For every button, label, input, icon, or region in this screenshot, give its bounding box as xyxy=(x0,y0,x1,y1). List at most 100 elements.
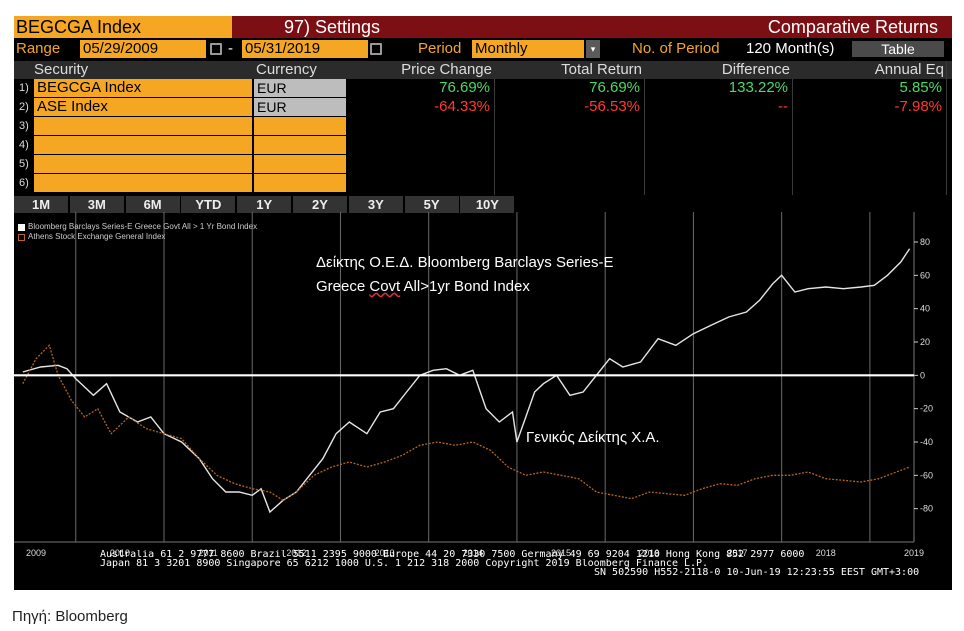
price-change-cell xyxy=(354,136,494,154)
currency-cell[interactable]: EUR xyxy=(254,98,346,116)
x-tick-label: 2018 xyxy=(816,548,836,558)
row-number: 6) xyxy=(19,177,29,189)
difference-cell xyxy=(646,117,792,135)
y-tick-label: 20 xyxy=(920,337,930,347)
total-return-cell xyxy=(496,117,644,135)
period-button-1y[interactable]: 1Y xyxy=(237,196,292,213)
period-button-10y[interactable]: 10Y xyxy=(460,196,515,213)
footer-serial-line: SN 502590 H552-2118-0 10-Jun-19 12:23:55… xyxy=(594,568,920,578)
annotation-text: Greece xyxy=(316,278,370,295)
calendar-icon[interactable] xyxy=(210,43,222,55)
x-tick-label: 2016 xyxy=(639,548,659,558)
function-title: Comparative Returns xyxy=(432,16,952,38)
chevron-down-icon[interactable]: ▾ xyxy=(586,40,600,58)
period-button-5y[interactable]: 5Y xyxy=(404,196,459,213)
total-return-cell: -56.53% xyxy=(584,98,640,115)
price-change-cell xyxy=(354,155,494,173)
start-date-input[interactable]: 05/29/2009 xyxy=(80,40,206,58)
x-tick-label: 2010 xyxy=(110,548,130,558)
ase-index-annotation: Γενικός Δείκτης Χ.Α. xyxy=(526,429,660,446)
bond-index-series-line xyxy=(22,248,911,514)
currency-cell[interactable] xyxy=(254,117,346,135)
y-tick-label: -40 xyxy=(920,437,933,447)
x-tick-label: 2013 xyxy=(375,548,395,558)
row-number: 3) xyxy=(19,120,29,132)
ase-index-series-line xyxy=(22,344,910,502)
security-ticker-field[interactable]: BEGCGA Index xyxy=(14,16,232,38)
price-change-cell: 76.69% xyxy=(439,79,490,96)
annual-eq-cell xyxy=(794,136,946,154)
period-label: Period xyxy=(418,40,462,57)
currency-cell[interactable]: EUR xyxy=(254,79,346,97)
y-tick-label: 80 xyxy=(920,237,930,247)
source-caption: Πηγή: Bloomberg xyxy=(12,608,128,625)
settings-button[interactable]: 97) Settings xyxy=(232,16,432,38)
column-header-annual-eq: Annual Eq xyxy=(874,61,944,78)
x-tick-label: 2015 xyxy=(551,548,571,558)
security-input[interactable] xyxy=(34,174,252,192)
column-header-difference: Difference xyxy=(721,61,790,78)
x-tick-label: 2017 xyxy=(728,548,748,558)
total-return-cell xyxy=(496,155,644,173)
difference-cell: 133.22% xyxy=(728,79,788,96)
period-button-3y[interactable]: 3Y xyxy=(348,196,403,213)
period-button-ytd[interactable]: YTD xyxy=(181,196,236,213)
difference-cell xyxy=(646,136,792,154)
security-input[interactable]: ASE Index xyxy=(34,98,252,116)
period-button-6m[interactable]: 6M xyxy=(125,196,180,213)
end-date-input[interactable]: 05/31/2019 xyxy=(242,40,368,58)
x-tick-label: 2011 xyxy=(198,548,217,558)
range-label: Range xyxy=(16,40,61,57)
y-tick-label: 40 xyxy=(920,304,930,314)
security-input[interactable]: BEGCGA Index xyxy=(34,79,252,97)
legend-swatch-bond xyxy=(18,224,25,231)
column-divider xyxy=(494,79,495,195)
row-number: 4) xyxy=(19,139,29,151)
currency-cell[interactable] xyxy=(254,174,346,192)
security-input[interactable] xyxy=(34,136,252,154)
currency-cell[interactable] xyxy=(254,155,346,173)
bond-index-annotation-line2: Greece Covt All>1yr Bond Index xyxy=(316,274,646,300)
x-tick-label: 2009 xyxy=(26,548,46,558)
period-button-2y[interactable]: 2Y xyxy=(293,196,347,213)
price-change-cell: -64.33% xyxy=(434,98,490,115)
difference-cell xyxy=(646,155,792,173)
y-tick-label: -20 xyxy=(920,404,933,414)
security-input[interactable] xyxy=(34,117,252,135)
legend-label-bond: Bloomberg Barclays Series-E Greece Govt … xyxy=(28,222,258,231)
no-of-period-value[interactable]: 120 Month(s) xyxy=(746,40,835,57)
bond-index-annotation: Δείκτης Ο.Ε.Δ. Bloomberg Barclays Series… xyxy=(316,254,614,271)
period-button-1m[interactable]: 1M xyxy=(14,196,68,213)
annual-eq-cell: 5.85% xyxy=(899,79,942,96)
row-number: 5) xyxy=(19,158,29,170)
column-divider xyxy=(946,61,947,195)
table-view-button[interactable]: Table xyxy=(852,41,944,57)
y-tick-label: -60 xyxy=(920,470,933,480)
period-select[interactable]: Monthly xyxy=(472,40,584,58)
comparative-returns-chart: 2009 2010 2011 2012 2013 2014 2015 2016 2017 2018… xyxy=(14,212,933,558)
column-header-total-return: Total Return xyxy=(561,61,642,78)
period-button-3m[interactable]: 3M xyxy=(69,196,124,213)
bloomberg-terminal: BEGCGA Index 97) Settings Comparative Re… xyxy=(14,16,952,590)
currency-cell[interactable] xyxy=(254,136,346,154)
x-tick-label: 2012 xyxy=(286,548,306,558)
column-divider xyxy=(792,79,793,195)
x-tick-label: 2014 xyxy=(463,548,483,558)
y-tick-label: 0 xyxy=(920,370,925,380)
y-tick-label: -80 xyxy=(920,504,933,514)
annual-eq-cell: -7.98% xyxy=(894,98,942,115)
x-tick-label: 2019 xyxy=(904,548,924,558)
total-return-cell xyxy=(496,136,644,154)
calendar-icon[interactable] xyxy=(370,43,382,55)
row-number: 1) xyxy=(19,82,29,94)
table-header xyxy=(14,61,952,79)
legend-label-ase: Athens Stock Exchange General Index xyxy=(28,232,166,241)
annual-eq-cell xyxy=(794,117,946,135)
annual-eq-cell xyxy=(794,174,946,192)
difference-cell: -- xyxy=(778,98,788,115)
footer-contact-line1: Australia 61 2 9777 8600 Brazil 5511 239… xyxy=(100,550,805,560)
annotation-misspelled-word: Covt xyxy=(369,278,401,295)
security-input[interactable] xyxy=(34,155,252,173)
column-header-price-change: Price Change xyxy=(401,61,492,78)
price-change-cell xyxy=(354,174,494,192)
